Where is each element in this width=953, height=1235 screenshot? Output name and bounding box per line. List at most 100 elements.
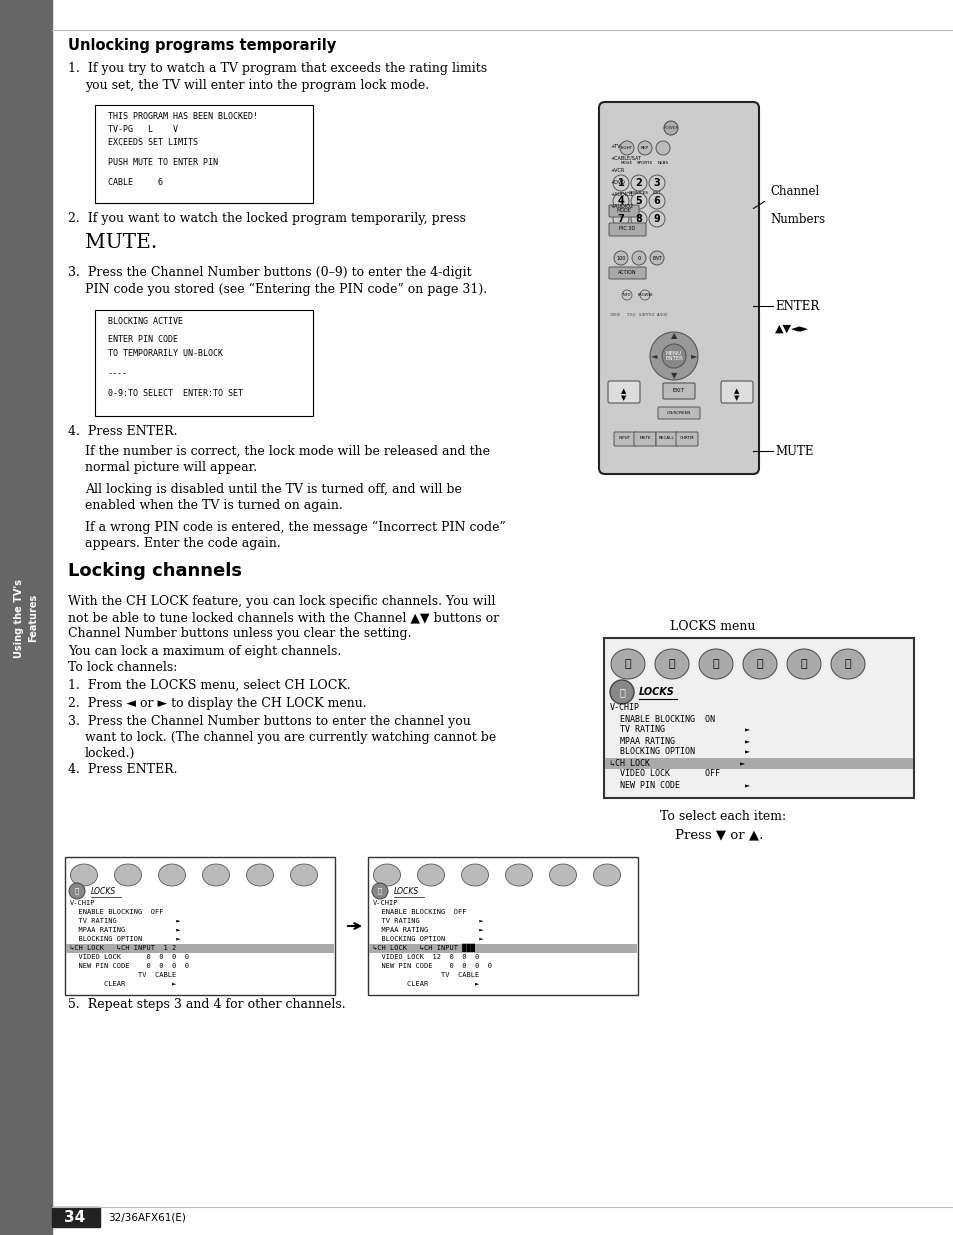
Text: ENT: ENT [652, 256, 661, 261]
Ellipse shape [461, 864, 488, 885]
FancyBboxPatch shape [662, 383, 695, 399]
Text: TO TEMPORARILY UN-BLOCK: TO TEMPORARILY UN-BLOCK [108, 350, 223, 358]
Text: PIC 3D: PIC 3D [618, 226, 635, 231]
Text: BLOCKING OPTION        ►: BLOCKING OPTION ► [373, 936, 483, 942]
Text: ----: ---- [108, 369, 128, 378]
Text: ENABLE BLOCKING  OFF: ENABLE BLOCKING OFF [373, 909, 466, 915]
Text: LOCKS: LOCKS [91, 887, 116, 895]
Text: BLOCKING ACTIVE: BLOCKING ACTIVE [108, 317, 183, 326]
Text: To select each item:: To select each item: [659, 810, 785, 823]
FancyBboxPatch shape [598, 103, 759, 474]
Circle shape [649, 251, 663, 266]
Text: ↳CH LOCK   ↳CH INPUT ███: ↳CH LOCK ↳CH INPUT ███ [373, 944, 475, 952]
FancyBboxPatch shape [614, 432, 636, 446]
Circle shape [648, 175, 664, 191]
Circle shape [614, 251, 627, 266]
Text: TV-PG   L    V: TV-PG L V [108, 125, 178, 135]
Ellipse shape [786, 650, 821, 679]
Text: not be able to tune locked channels with the Channel ▲▼ buttons or: not be able to tune locked channels with… [68, 611, 498, 624]
Text: ENABLE BLOCKING  ON: ENABLE BLOCKING ON [609, 715, 714, 724]
Text: AUDIO: AUDIO [657, 312, 668, 317]
Text: ENTER PIN CODE: ENTER PIN CODE [108, 335, 178, 345]
Text: CLEAR           ►: CLEAR ► [373, 981, 478, 987]
Text: ▼: ▼ [620, 395, 626, 401]
Text: GUIDE: GUIDE [609, 312, 620, 317]
Text: MOVE: MOVE [620, 161, 633, 165]
Text: 🔒: 🔒 [843, 659, 850, 669]
Bar [52, 1207, 100, 1228]
Circle shape [638, 141, 651, 156]
Text: 2: 2 [635, 178, 641, 188]
Text: NEW PIN CODE             ►: NEW PIN CODE ► [609, 781, 749, 789]
Circle shape [663, 121, 678, 135]
Text: LIST: LIST [652, 191, 660, 195]
Text: To lock channels:: To lock channels: [68, 661, 177, 674]
Text: Numbers: Numbers [769, 212, 824, 226]
Ellipse shape [610, 650, 644, 679]
Text: ▼: ▼ [734, 395, 739, 401]
Ellipse shape [246, 864, 274, 885]
Circle shape [613, 211, 628, 227]
Text: All locking is disabled until the TV is turned off, and will be: All locking is disabled until the TV is … [85, 483, 461, 496]
Text: 2.  Press ◄ or ► to display the CH LOCK menu.: 2. Press ◄ or ► to display the CH LOCK m… [68, 697, 366, 710]
Text: MPAA RATING            ►: MPAA RATING ► [70, 927, 180, 932]
Text: TV RATING              ►: TV RATING ► [70, 918, 180, 924]
Text: 4.  Press ENTER.: 4. Press ENTER. [68, 425, 177, 438]
Text: ↳CH LOCK   ↳CH INPUT  1 2: ↳CH LOCK ↳CH INPUT 1 2 [70, 945, 176, 951]
Text: 8: 8 [635, 214, 641, 224]
Text: 3.  Press the Channel Number buttons to enter the channel you: 3. Press the Channel Number buttons to e… [68, 715, 470, 727]
Ellipse shape [291, 864, 317, 885]
Text: LOCKS: LOCKS [639, 687, 674, 697]
Circle shape [372, 883, 388, 899]
Text: LOCKS menu: LOCKS menu [669, 620, 755, 634]
Text: TV RATING              ►: TV RATING ► [373, 918, 483, 924]
Ellipse shape [830, 650, 864, 679]
Bar [603, 638, 913, 798]
Text: Press ▼ or ▲.: Press ▼ or ▲. [675, 827, 762, 841]
Text: V-CHIP: V-CHIP [373, 900, 398, 906]
Text: 1: 1 [617, 178, 623, 188]
Text: Channel: Channel [769, 185, 819, 198]
Text: 3: 3 [653, 178, 659, 188]
Text: 📺: 📺 [756, 659, 762, 669]
Text: MUTE.: MUTE. [85, 233, 157, 252]
Ellipse shape [655, 650, 688, 679]
Bar [95, 310, 313, 416]
Text: ⬛: ⬛ [624, 659, 631, 669]
Ellipse shape [593, 864, 619, 885]
Text: +CABLE/SAT: +CABLE/SAT [609, 156, 640, 161]
Text: normal picture will appear.: normal picture will appear. [85, 461, 257, 474]
FancyBboxPatch shape [676, 432, 698, 446]
Bar [0, 0, 52, 1235]
Bar [369, 944, 637, 953]
Text: +AUDIO1: +AUDIO1 [609, 191, 633, 196]
Text: Using the TV's
Features: Using the TV's Features [14, 578, 38, 657]
Text: SPORTS: SPORTS [637, 161, 653, 165]
Text: SUBTITLE: SUBTITLE [638, 312, 655, 317]
Ellipse shape [742, 650, 776, 679]
Circle shape [631, 251, 645, 266]
Circle shape [630, 175, 646, 191]
Text: THIS PROGRAM HAS BEEN BLOCKED!: THIS PROGRAM HAS BEEN BLOCKED! [108, 112, 257, 121]
FancyBboxPatch shape [658, 408, 700, 419]
Text: POWER: POWER [662, 126, 678, 130]
FancyBboxPatch shape [607, 382, 639, 403]
Text: If the number is correct, the lock mode will be released and the: If the number is correct, the lock mode … [85, 445, 490, 458]
Text: INPUT: INPUT [618, 436, 630, 440]
Text: ACTION: ACTION [617, 270, 636, 275]
Text: MUTE: MUTE [639, 436, 650, 440]
FancyBboxPatch shape [634, 432, 656, 446]
Ellipse shape [374, 864, 400, 885]
FancyBboxPatch shape [656, 432, 678, 446]
Text: 🔒: 🔒 [74, 888, 79, 894]
Ellipse shape [417, 864, 444, 885]
Text: 🔒: 🔒 [377, 888, 382, 894]
Text: ENABLE BLOCKING  OFF: ENABLE BLOCKING OFF [70, 909, 163, 915]
Text: 1.  From the LOCKS menu, select CH LOCK.: 1. From the LOCKS menu, select CH LOCK. [68, 679, 351, 692]
Text: +AUDIO2: +AUDIO2 [609, 204, 633, 209]
Text: EXIT: EXIT [672, 389, 684, 394]
Text: 🎬: 🎬 [712, 659, 719, 669]
Bar [95, 105, 313, 203]
Text: Locking channels: Locking channels [68, 562, 242, 580]
FancyBboxPatch shape [608, 205, 639, 217]
